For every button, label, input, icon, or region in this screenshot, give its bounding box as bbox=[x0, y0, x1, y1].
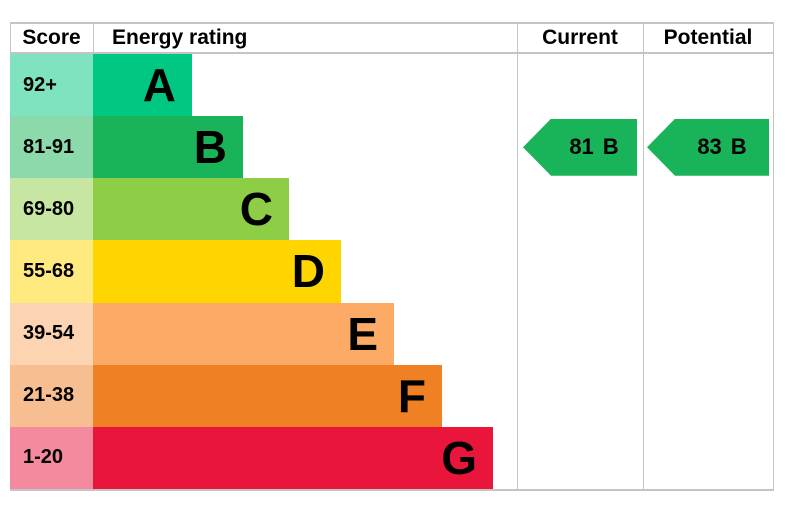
band-score-range: 81-91 bbox=[10, 116, 93, 179]
band-letter: G bbox=[441, 431, 477, 484]
band-row-f: 21-38 F bbox=[10, 364, 774, 427]
header-divider-line bbox=[10, 52, 774, 54]
rating-table: Score Energy rating Current Potential 92… bbox=[10, 22, 774, 491]
band-score-range: 1-20 bbox=[10, 426, 93, 489]
score-column-divider bbox=[93, 22, 94, 52]
band-score-range: 55-68 bbox=[10, 240, 93, 303]
band-bar: C bbox=[93, 178, 289, 241]
current-column-header: Current bbox=[542, 26, 618, 49]
current-rating-letter: B bbox=[602, 134, 619, 160]
energy-rating-column-header: Energy rating bbox=[112, 26, 248, 49]
band-bar: B bbox=[93, 116, 243, 179]
band-letter: D bbox=[291, 245, 325, 298]
current-rating-arrow: 81 B bbox=[523, 118, 637, 176]
rating-bands: 92+ A 81-91 B 69-80 C 55-68 D 39-54 E 21-38 F 1-20 G bbox=[10, 54, 774, 489]
band-letter: A bbox=[142, 59, 176, 112]
band-letter: B bbox=[193, 121, 227, 174]
potential-rating-letter: B bbox=[730, 134, 747, 160]
table-right-border bbox=[773, 22, 774, 491]
band-letter: C bbox=[239, 183, 273, 236]
band-bar: D bbox=[93, 240, 341, 303]
band-score-range: 21-38 bbox=[10, 364, 93, 427]
current-column-divider bbox=[517, 22, 518, 491]
band-letter: E bbox=[347, 307, 378, 360]
band-row-e: 39-54 E bbox=[10, 302, 774, 365]
band-bar: E bbox=[93, 302, 394, 365]
potential-column-header: Potential bbox=[663, 26, 753, 49]
band-bar: G bbox=[93, 426, 493, 489]
band-bar: A bbox=[93, 54, 192, 117]
band-score-range: 39-54 bbox=[10, 302, 93, 365]
table-bottom-border bbox=[10, 489, 774, 491]
score-column-header: Score bbox=[22, 26, 81, 49]
current-score-value: 81 bbox=[569, 134, 594, 160]
potential-rating-arrow: 83 B bbox=[647, 118, 769, 176]
potential-column-divider bbox=[643, 22, 644, 491]
band-score-range: 69-80 bbox=[10, 178, 93, 241]
band-row-c: 69-80 C bbox=[10, 178, 774, 241]
band-bar: F bbox=[93, 364, 442, 427]
band-score-range: 92+ bbox=[10, 54, 93, 117]
band-row-d: 55-68 D bbox=[10, 240, 774, 303]
band-row-a: 92+ A bbox=[10, 54, 774, 117]
potential-score-value: 83 bbox=[697, 134, 722, 160]
band-row-b: 81-91 B bbox=[10, 116, 774, 179]
band-row-g: 1-20 G bbox=[10, 426, 774, 489]
band-letter: F bbox=[397, 369, 426, 422]
table-top-border bbox=[10, 22, 774, 24]
